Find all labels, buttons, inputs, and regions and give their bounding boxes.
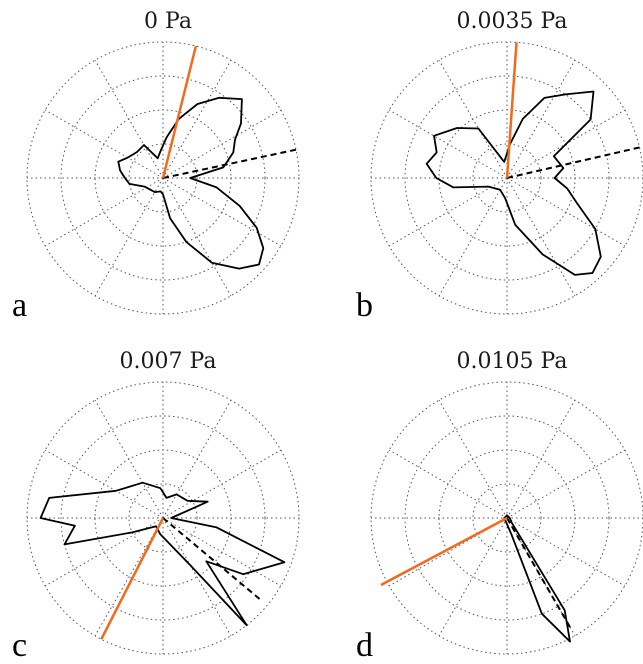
orange-direction-line-a	[161, 45, 198, 179]
grid-spoke	[162, 177, 282, 247]
grid-spoke	[94, 399, 164, 519]
grid-spoke	[162, 109, 282, 179]
dashed-direction-line-b	[506, 145, 643, 179]
dashed-direction-line-d	[506, 517, 573, 631]
polar-grid-a	[26, 41, 300, 315]
rose-layer-b	[425, 90, 602, 276]
grid-spoke	[162, 177, 232, 297]
grid-spoke	[438, 517, 508, 637]
orange-direction-line-b	[505, 42, 518, 179]
dashed-direction-line-a	[162, 148, 297, 179]
rose-outline-d	[503, 514, 571, 643]
direction-lines-a	[161, 45, 297, 179]
grid-ring	[472, 143, 542, 213]
orange-direction-line-d	[380, 516, 508, 587]
panel-a-letter: a	[12, 287, 27, 324]
grid-spoke	[162, 449, 282, 519]
grid-spoke	[162, 517, 232, 637]
grid-spoke	[388, 109, 508, 179]
grid-spoke	[506, 399, 576, 519]
grid-spoke	[162, 399, 232, 519]
rose-layer-d	[503, 514, 571, 643]
panel-d-title: 0.0105 Pa	[457, 349, 568, 374]
grid-spoke	[94, 177, 164, 297]
grid-ring	[128, 143, 198, 213]
grid-spoke	[44, 449, 164, 519]
rose-outline-c	[39, 481, 286, 627]
panel-d-letter: d	[356, 627, 373, 664]
grid-spoke	[44, 109, 164, 179]
grid-ring	[128, 483, 198, 553]
grid-ring	[60, 415, 266, 621]
grid-spoke	[506, 517, 626, 587]
panel-d	[370, 381, 643, 655]
grid-spoke	[388, 449, 508, 519]
panel-b-letter: b	[356, 287, 373, 324]
panel-a-title: 0 Pa	[144, 9, 192, 34]
dashed-direction-line-c	[162, 517, 263, 602]
grid-spoke	[438, 59, 508, 179]
grid-ring	[472, 483, 542, 553]
grid-ring	[404, 75, 610, 281]
polar-grid-b	[370, 41, 643, 315]
polar-grid-d	[370, 381, 643, 655]
panel-a	[26, 41, 300, 315]
orange-direction-line-c	[100, 517, 165, 640]
grid-spoke	[506, 59, 576, 179]
rose-outline-a	[117, 96, 265, 270]
rose-layer-c	[39, 481, 286, 627]
direction-lines-b	[505, 42, 643, 179]
panel-b	[370, 41, 643, 315]
panel-c-letter: c	[12, 627, 27, 664]
panel-b-title: 0.0035 Pa	[457, 9, 568, 34]
direction-lines-c	[100, 517, 263, 640]
panel-c	[26, 381, 300, 655]
grid-spoke	[44, 177, 164, 247]
direction-lines-d	[380, 516, 573, 631]
grid-spoke	[162, 517, 282, 587]
panel-c-title: 0.007 Pa	[120, 349, 217, 374]
grid-spoke	[438, 177, 508, 297]
rose-layer-a	[117, 96, 265, 270]
rose-outline-b	[425, 90, 602, 276]
grid-spoke	[506, 177, 626, 247]
grid-spoke	[506, 449, 626, 519]
grid-spoke	[94, 59, 164, 179]
grid-spoke	[388, 177, 508, 247]
grid-spoke	[438, 399, 508, 519]
grid-spoke	[162, 59, 232, 179]
polar-grid-c	[26, 381, 300, 655]
grid-ring	[60, 75, 266, 281]
grid-ring	[404, 415, 610, 621]
grid-spoke	[506, 177, 576, 297]
